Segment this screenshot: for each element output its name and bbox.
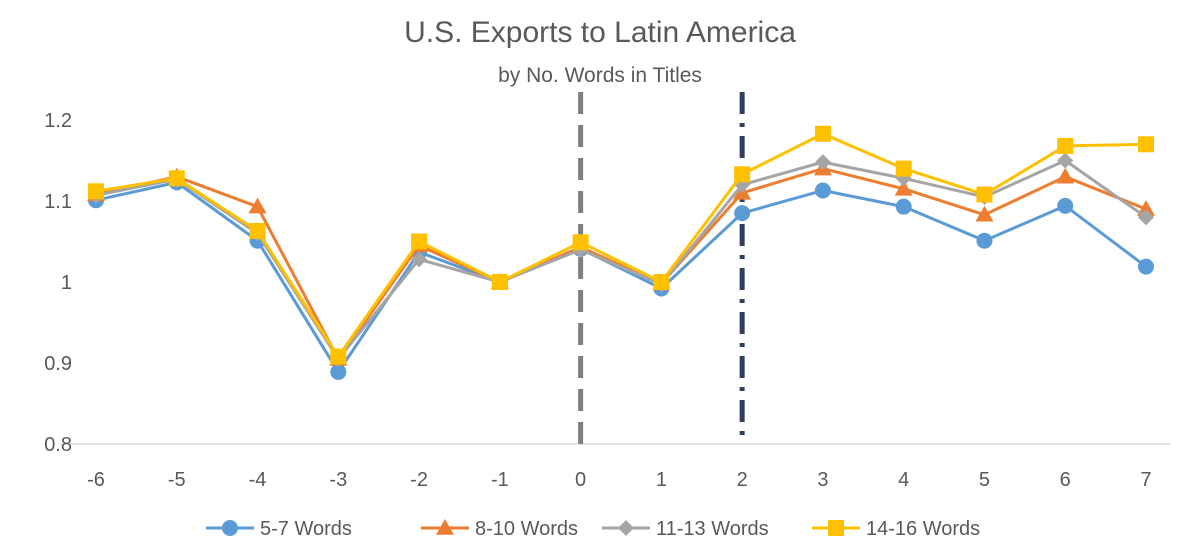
- x-tick-label: -5: [168, 469, 186, 491]
- legend-label: 14-16 Words: [866, 518, 980, 540]
- legend-marker: [618, 520, 634, 536]
- y-tick-label: 1.1: [44, 191, 72, 213]
- x-tick-label: -6: [87, 469, 105, 491]
- legend-marker: [436, 519, 454, 535]
- data-point: [491, 274, 508, 290]
- y-tick-label: 0.8: [44, 434, 72, 456]
- x-tick-label: 0: [575, 469, 586, 491]
- data-point: [248, 197, 267, 214]
- chart-subtitle: by No. Words in Titles: [498, 64, 702, 87]
- legend-entry: 11-13 Words: [602, 518, 769, 540]
- data-point: [894, 179, 913, 196]
- data-point: [1137, 200, 1155, 216]
- legend-entry: 14-16 Words: [812, 518, 980, 540]
- data-point: [411, 251, 428, 268]
- series-0: [88, 174, 1154, 380]
- data-point: [895, 160, 912, 177]
- data-point: [895, 198, 912, 215]
- data-point: [734, 205, 751, 222]
- series-line: [95, 132, 1147, 359]
- x-tick-label: 2: [737, 469, 748, 491]
- legend-marker: [222, 520, 238, 536]
- series-2: [88, 152, 1154, 367]
- data-point: [975, 205, 994, 222]
- legend-label: 5-7 Words: [260, 518, 352, 540]
- data-point: [1138, 136, 1154, 153]
- data-point: [1138, 258, 1154, 275]
- data-point: [653, 274, 670, 290]
- x-tick-label: 3: [817, 469, 828, 491]
- x-tick-label: -3: [329, 469, 347, 491]
- plot-area: 0.8 0.9 1 1.1 1.2 -6 -5 -4 -3 -2 -1 0 1 2 3 4 5 6 7: [44, 92, 1170, 491]
- x-tick-label: 5: [979, 469, 990, 491]
- x-tick-label: -2: [410, 469, 428, 491]
- data-point: [330, 348, 347, 365]
- legend-label: 11-13 Words: [656, 518, 769, 540]
- data-point: [1057, 197, 1074, 214]
- x-tick-label: 4: [898, 469, 909, 491]
- data-point: [572, 234, 589, 251]
- chart-title: U.S. Exports to Latin America: [404, 16, 796, 49]
- data-point: [1057, 137, 1074, 154]
- legend-entry: 5-7 Words: [206, 518, 352, 540]
- data-point: [1056, 167, 1075, 184]
- series-3: [88, 125, 1154, 365]
- data-point: [168, 170, 185, 187]
- legend: 5-7 Words 8-10 Words 11-13 Words 14-16 Word…: [206, 518, 980, 540]
- data-point: [814, 154, 831, 171]
- y-tick-label: 1: [61, 272, 72, 294]
- data-point: [814, 182, 831, 199]
- data-point: [976, 186, 993, 203]
- data-point: [976, 232, 993, 249]
- x-tick-label: -4: [249, 469, 267, 491]
- data-point: [249, 222, 266, 239]
- data-point: [814, 125, 831, 142]
- data-point: [411, 233, 428, 250]
- data-point: [88, 183, 104, 200]
- y-tick-label: 1.2: [44, 110, 72, 132]
- data-point: [734, 166, 751, 183]
- data-point: [330, 363, 347, 380]
- legend-marker: [828, 520, 844, 536]
- x-tick-label: -1: [491, 469, 509, 491]
- legend-entry: 8-10 Words: [421, 518, 578, 540]
- data-point: [1057, 152, 1074, 169]
- data-point: [1138, 209, 1154, 226]
- x-tick-label: 6: [1060, 469, 1071, 491]
- y-tick-label: 0.9: [44, 353, 72, 375]
- x-tick-label: 1: [656, 469, 667, 491]
- legend-label: 8-10 Words: [475, 518, 578, 540]
- x-tick-label: 7: [1140, 469, 1151, 491]
